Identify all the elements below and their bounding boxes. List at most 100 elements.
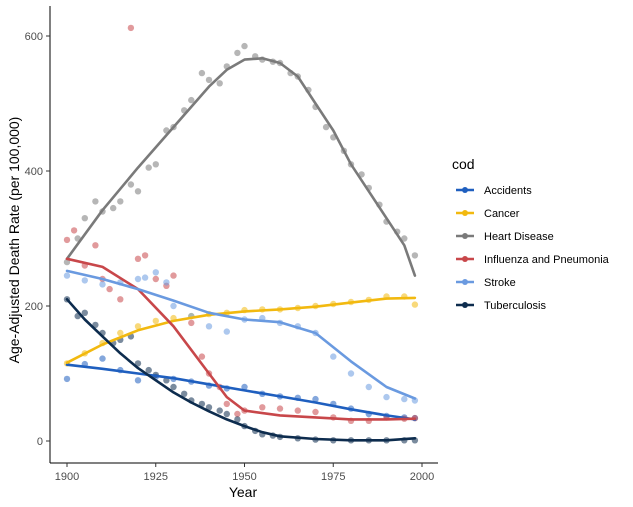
- y-tick-label-600: 600: [25, 31, 43, 43]
- point-tuberculosis-12: [170, 383, 177, 391]
- point-heart-disease-10: [152, 161, 159, 168]
- point-influenza-and-pneumonia-20: [259, 404, 266, 411]
- point-heart-disease-2: [81, 215, 89, 222]
- point-tuberculosis-18: [223, 410, 230, 418]
- point-stroke-17: [330, 353, 337, 360]
- point-tuberculosis-19: [234, 416, 241, 423]
- point-tuberculosis-8: [134, 360, 142, 367]
- point-accidents-10: [241, 383, 248, 391]
- point-heart-disease-38: [401, 235, 408, 242]
- x-axis-title: Year: [229, 484, 258, 500]
- point-stroke-19: [365, 383, 372, 391]
- point-tuberculosis-16: [205, 404, 213, 411]
- point-stroke-21: [401, 395, 408, 403]
- point-heart-disease-19: [234, 49, 241, 57]
- legend-marker-heart-disease: [462, 233, 468, 239]
- point-influenza-and-pneumonia-18: [234, 410, 241, 418]
- legend-marker-cancer: [462, 210, 468, 216]
- legend-label-heart-disease: Heart Disease: [484, 231, 554, 243]
- point-influenza-and-pneumonia-12: [170, 272, 177, 279]
- point-influenza-and-pneumonia-5: [106, 285, 113, 293]
- point-cancer-5: [152, 317, 159, 325]
- legend-label-influenza-and-pneumonia: Influenza and Pneumonia: [484, 254, 610, 266]
- point-heart-disease-39: [411, 252, 419, 259]
- fit-line-tuberculosis: [65, 298, 417, 442]
- x-tick-label-2000: 2000: [410, 471, 434, 483]
- y-tick-label-400: 400: [25, 166, 43, 178]
- point-accidents-4: [134, 377, 142, 384]
- point-influenza-and-pneumonia-13: [188, 319, 195, 327]
- point-stroke-7: [163, 279, 170, 286]
- point-heart-disease-29: [322, 123, 330, 131]
- points-layer: [63, 24, 419, 444]
- y-tick-label-0: 0: [37, 436, 43, 448]
- legend-marker-influenza-and-pneumonia: [462, 256, 468, 262]
- fit-line-stroke: [65, 269, 417, 400]
- fit-line-heart-disease: [65, 57, 417, 277]
- point-stroke-20: [383, 393, 390, 401]
- point-stroke-4: [134, 275, 142, 283]
- point-stroke-11: [223, 328, 230, 335]
- point-accidents-0: [63, 375, 71, 383]
- x-tick-label-1975: 1975: [321, 471, 345, 483]
- point-cancer-20: [411, 301, 419, 308]
- point-heart-disease-14: [188, 96, 195, 104]
- point-tuberculosis-13: [181, 390, 188, 397]
- point-cancer-4: [134, 323, 142, 330]
- point-influenza-and-pneumonia-23: [312, 408, 319, 416]
- point-tuberculosis-2: [81, 309, 89, 316]
- point-heart-disease-5: [110, 204, 117, 212]
- legend-label-cancer: Cancer: [484, 208, 520, 220]
- point-influenza-and-pneumonia-7: [127, 24, 135, 32]
- point-influenza-and-pneumonia-22: [294, 407, 301, 414]
- fit-line-accidents: [65, 363, 417, 421]
- point-heart-disease-16: [205, 76, 213, 84]
- point-influenza-and-pneumonia-14: [198, 353, 206, 360]
- point-stroke-1: [81, 277, 89, 284]
- point-tuberculosis-15: [198, 400, 206, 408]
- legend-marker-stroke: [462, 279, 468, 285]
- axes: [49, 6, 438, 464]
- point-heart-disease-3: [92, 198, 99, 205]
- y-axis-title: Age-Adjusted Death Rate (per 100,000): [6, 117, 22, 364]
- legend-marker-tuberculosis: [462, 302, 468, 308]
- point-tuberculosis-17: [216, 407, 223, 414]
- legend-title: cod: [452, 156, 475, 172]
- point-stroke-0: [63, 272, 71, 279]
- ticks: 1900 1925 1950 1975 2000 0 200 400 600: [25, 31, 435, 483]
- point-stroke-10: [205, 323, 213, 330]
- fit-lines-layer: [65, 57, 417, 442]
- point-stroke-5: [141, 274, 149, 281]
- point-influenza-and-pneumonia-10: [152, 275, 159, 283]
- point-heart-disease-17: [216, 80, 223, 87]
- point-heart-disease-20: [241, 42, 248, 50]
- fit-line-influenza-and-pneumonia: [65, 257, 417, 421]
- point-influenza-and-pneumonia-3: [92, 242, 99, 249]
- point-heart-disease-7: [127, 181, 135, 188]
- point-heart-disease-8: [134, 188, 142, 195]
- point-accidents-14: [312, 395, 319, 403]
- point-stroke-18: [347, 370, 355, 377]
- point-influenza-and-pneumonia-21: [276, 405, 284, 412]
- x-tick-label-1950: 1950: [232, 471, 256, 483]
- point-influenza-and-pneumonia-1: [70, 227, 78, 234]
- point-influenza-and-pneumonia-17: [223, 400, 230, 408]
- legend: cod Accidents Cancer Heart Disease Influenz…: [452, 156, 610, 312]
- y-tick-label-200: 200: [25, 301, 43, 313]
- point-stroke-8: [170, 302, 177, 310]
- point-influenza-and-pneumonia-6: [117, 296, 124, 303]
- legend-marker-accidents: [462, 187, 468, 193]
- point-accidents-2: [99, 355, 106, 362]
- point-influenza-and-pneumonia-0: [63, 236, 71, 244]
- point-heart-disease-15: [198, 69, 206, 77]
- point-tuberculosis-9: [145, 366, 152, 374]
- point-heart-disease-0: [63, 258, 71, 266]
- fit-line-cancer: [65, 296, 417, 364]
- legend-label-tuberculosis: Tuberculosis: [484, 300, 546, 312]
- legend-label-stroke: Stroke: [484, 277, 516, 289]
- x-tick-label-1900: 1900: [55, 471, 79, 483]
- point-influenza-and-pneumonia-9: [141, 252, 149, 259]
- point-stroke-2: [99, 281, 106, 288]
- point-cancer-3: [117, 329, 124, 337]
